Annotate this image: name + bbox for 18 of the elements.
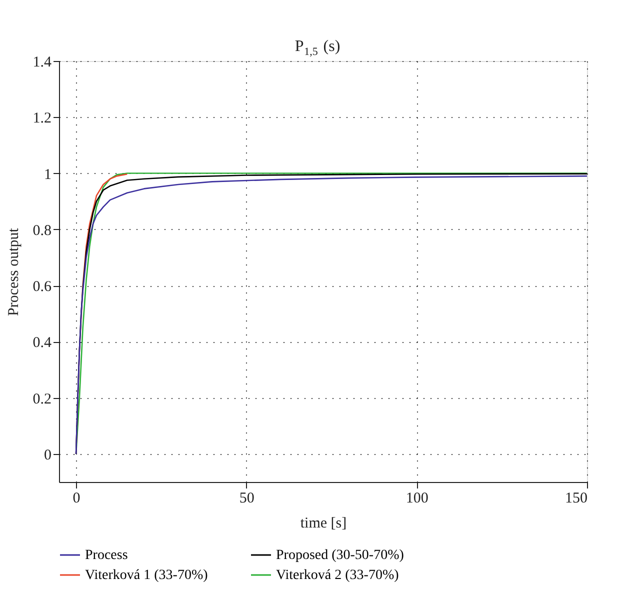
x-tick-label: 0: [72, 490, 80, 506]
legend-label: Proposed (30-50-70%): [276, 548, 404, 563]
y-tick-label: 0: [44, 447, 52, 464]
y-tick-label: 0.2: [32, 391, 52, 408]
y-axis-title: Process output: [6, 227, 22, 316]
legend-label: Viterková 1 (33-70%): [85, 568, 208, 583]
legend-label: Viterková 2 (33-70%): [276, 568, 400, 583]
x-axis-title: time [s]: [300, 516, 347, 532]
y-tick-label: 0.4: [32, 335, 52, 352]
y-tick-label: 1: [44, 166, 52, 183]
y-tick-label: 1.2: [32, 110, 52, 127]
x-tick-label: 50: [239, 490, 254, 506]
x-tick-label: 100: [406, 490, 428, 506]
y-tick-label: 0.8: [32, 222, 52, 239]
y-tick-label: 1.4: [32, 54, 52, 70]
x-tick-label: 150: [565, 490, 588, 506]
legend-label: Process: [85, 548, 128, 563]
y-tick-label: 0.6: [32, 279, 52, 296]
